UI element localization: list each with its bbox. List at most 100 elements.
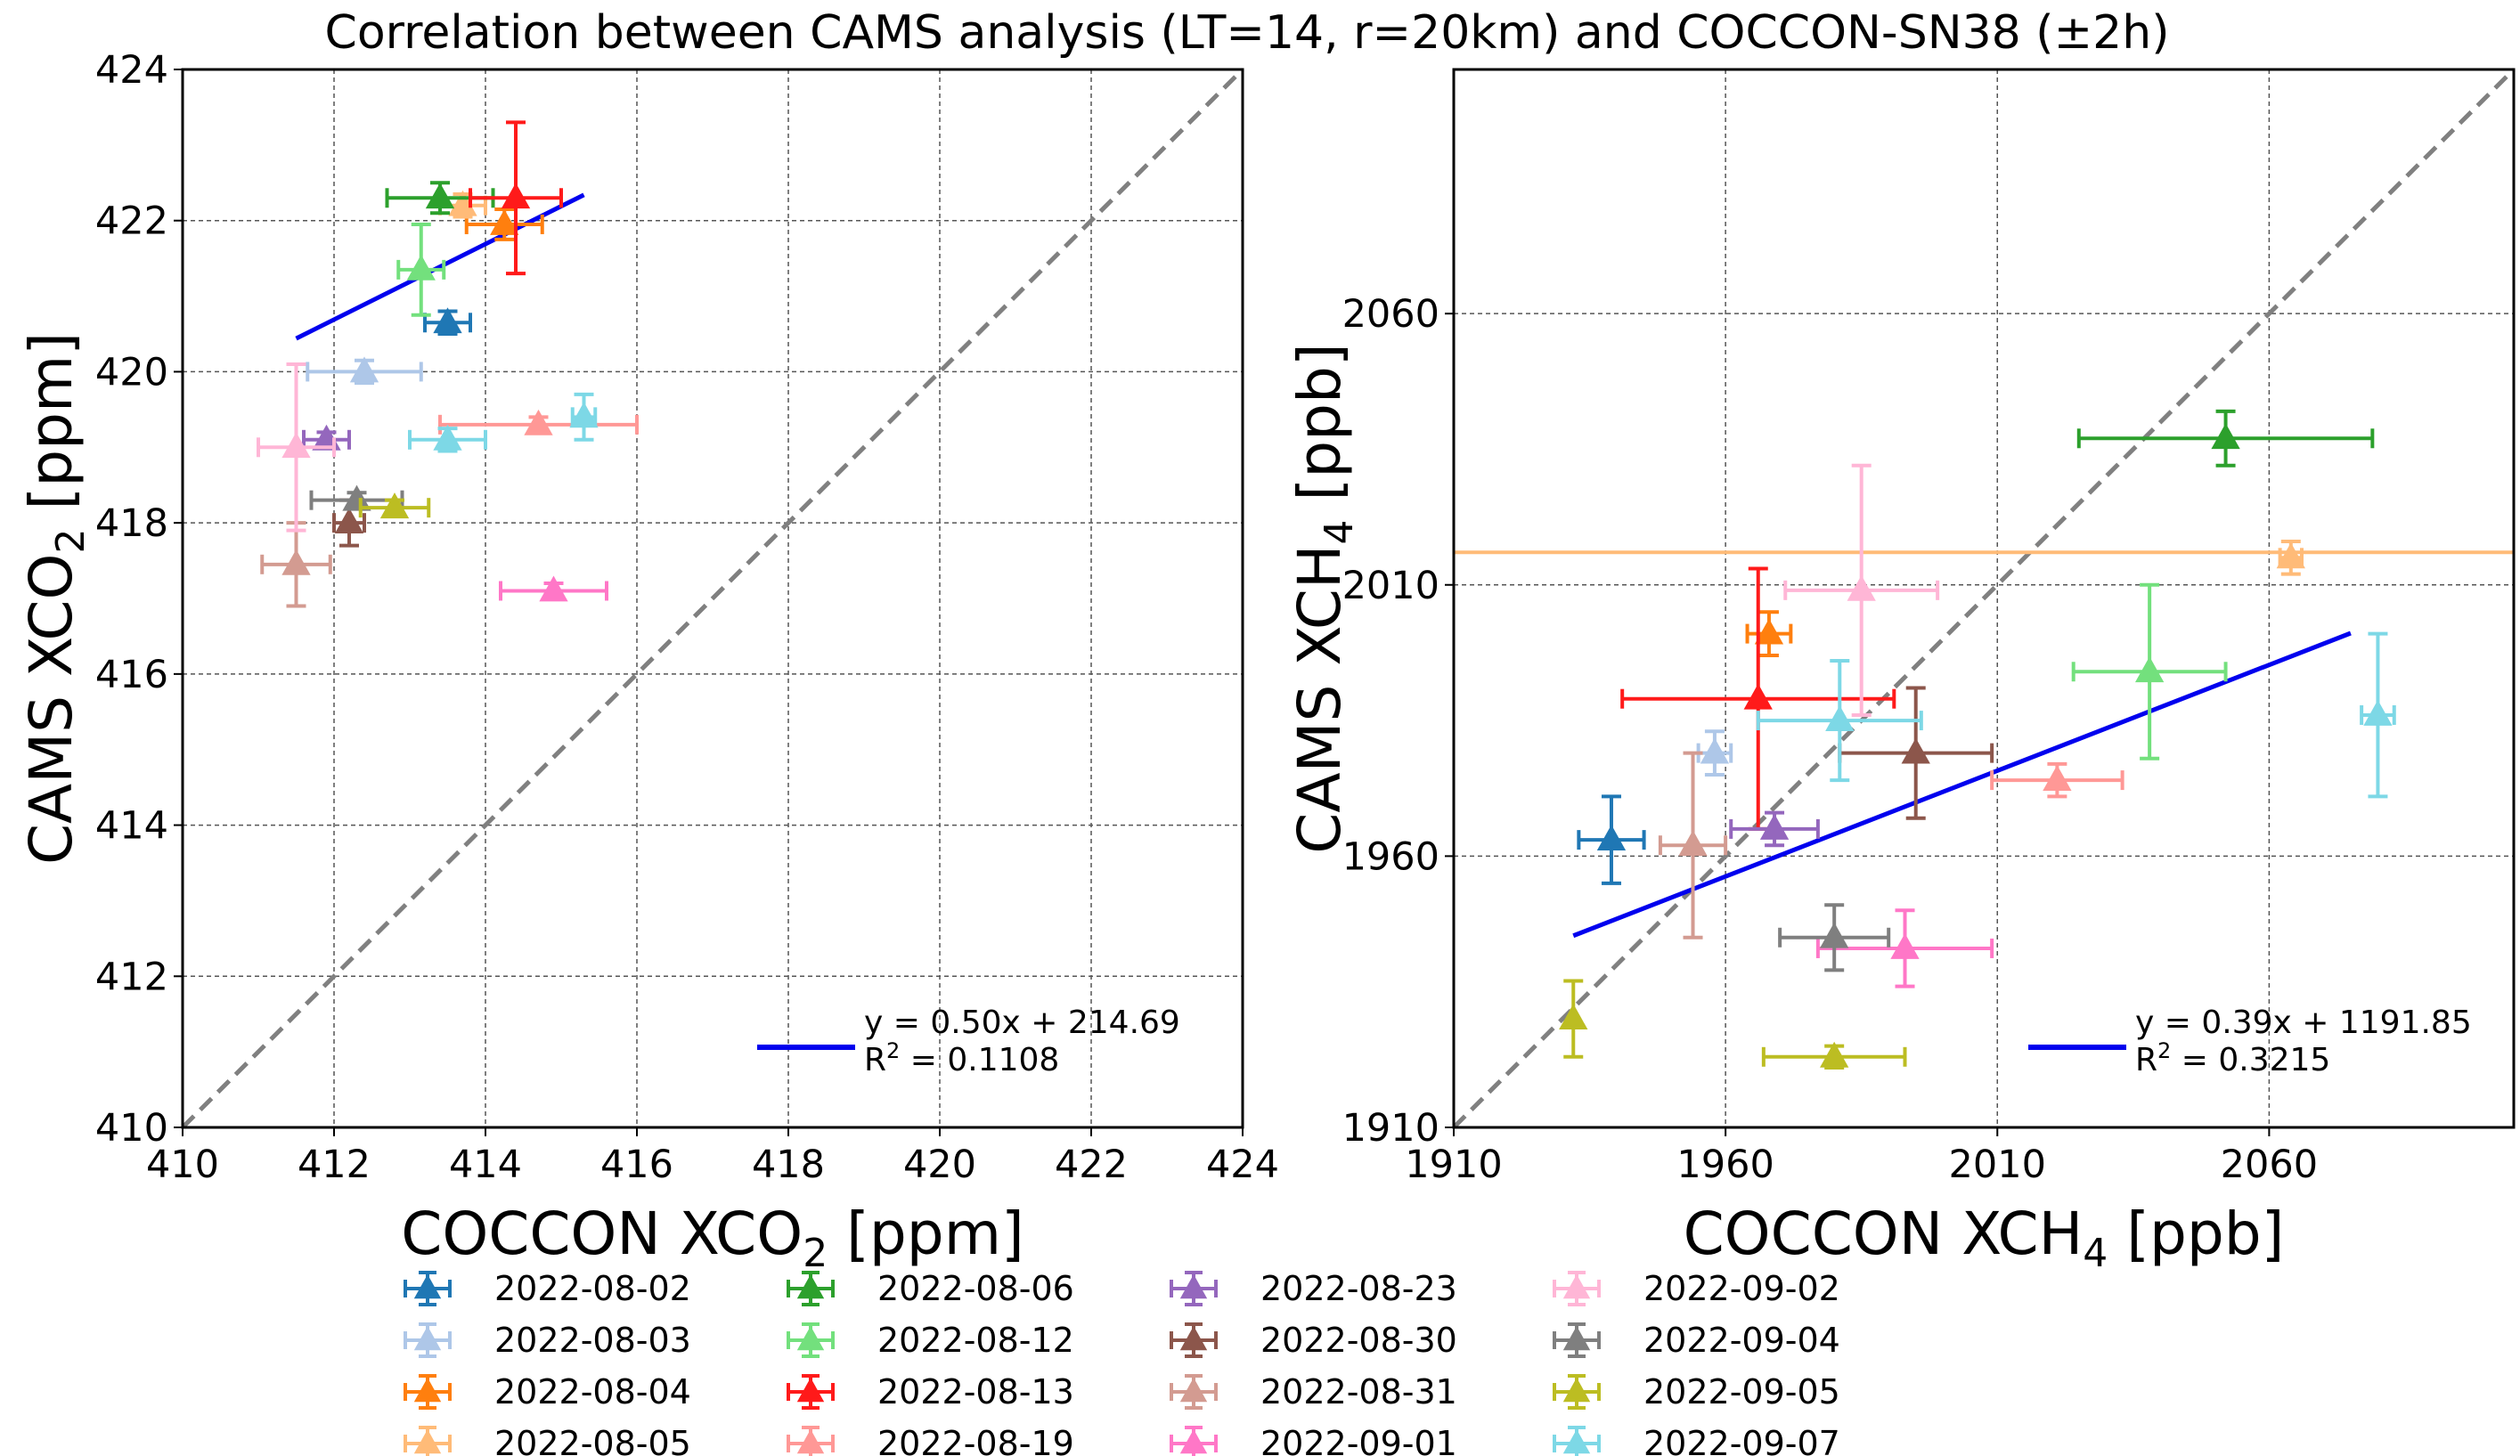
ch4-point-2022-09-01 xyxy=(1815,908,1994,988)
legend-item-2022-08-04: 2022-08-04 xyxy=(404,1372,691,1411)
ch4-xtick-label: 2060 xyxy=(2221,1143,2318,1187)
legend-marker xyxy=(796,1378,825,1403)
co2-fit-line xyxy=(295,192,585,341)
ch4-point-2022-08-31 xyxy=(1658,751,1728,939)
ch4-xtick-label: 2010 xyxy=(1949,1143,2046,1187)
legend-marker xyxy=(413,1429,442,1454)
co2-point-2022-09-05 xyxy=(358,492,431,519)
legend-label: 2022-08-19 xyxy=(877,1424,1074,1456)
ch4-identity-line xyxy=(1452,68,2516,1129)
ch4-point-2022-08-03 xyxy=(1696,729,1733,777)
legend-label: 2022-08-02 xyxy=(494,1269,691,1308)
co2-marker xyxy=(342,484,371,511)
co2-point-2022-08-03 xyxy=(306,356,423,386)
co2-ytick-label: 420 xyxy=(95,350,168,395)
legend-marker xyxy=(796,1274,825,1299)
legend-item-2022-09-04: 2022-09-04 xyxy=(1553,1321,1840,1360)
legend-item-2022-08-12: 2022-08-12 xyxy=(787,1321,1074,1360)
co2-xtick-label: 412 xyxy=(298,1143,371,1187)
ch4-fit-equation: y = 0.39x + 1191.85 xyxy=(2135,1005,2472,1041)
ch4-marker xyxy=(1743,683,1773,710)
legend-label: 2022-08-13 xyxy=(877,1372,1074,1411)
co2-point-2022-09-07 xyxy=(569,392,599,442)
legend-marker xyxy=(1562,1274,1591,1299)
legend-item-2022-08-13: 2022-08-13 xyxy=(787,1372,1074,1411)
legend-label: 2022-09-05 xyxy=(1643,1372,1840,1411)
co2-ytick-label: 414 xyxy=(95,804,168,849)
legend-marker xyxy=(1179,1326,1208,1351)
legend-marker xyxy=(413,1326,442,1351)
ch4-fit-r2: R2 = 0.3215 xyxy=(2135,1038,2330,1078)
legend-marker xyxy=(1562,1429,1591,1454)
ch4-xtick-label: 1960 xyxy=(1676,1143,1774,1187)
ch4-marker xyxy=(1700,737,1730,764)
co2-ytick-label: 418 xyxy=(95,501,168,546)
co2-xtick-label: 416 xyxy=(600,1143,673,1187)
ch4-point-2022-08-05 xyxy=(2276,540,2305,576)
co2-marker xyxy=(524,409,553,435)
ch4-marker xyxy=(1754,618,1784,645)
legend-label: 2022-08-30 xyxy=(1260,1321,1457,1360)
co2-marker xyxy=(379,492,410,519)
ch4-yaxis-label: CAMS XCH4 [ppb] xyxy=(1285,343,1362,853)
co2-marker xyxy=(448,190,477,216)
co2-fit-r2: R2 = 0.1108 xyxy=(864,1038,1059,1078)
co2-ytick-label: 422 xyxy=(95,199,168,244)
ch4-point-2022-09-07 xyxy=(1756,659,1923,783)
legend-label: 2022-09-07 xyxy=(1643,1424,1840,1456)
co2-ytick-label: 412 xyxy=(95,955,168,999)
co2-yaxis-label: CAMS XCO2 [ppm] xyxy=(17,332,94,865)
co2-marker xyxy=(501,183,531,209)
co2-point-2022-08-19 xyxy=(438,409,639,435)
ch4-marker xyxy=(1825,705,1855,731)
legend: 2022-08-02 2022-08-03 2022-08-04 2022-08-05… xyxy=(404,1269,1840,1456)
legend-marker xyxy=(1562,1326,1591,1351)
co2-ytick-label: 416 xyxy=(95,653,168,697)
co2-identity-line xyxy=(181,68,1244,1129)
ch4-point-2022-09-07 xyxy=(2360,631,2396,799)
co2-marker xyxy=(539,575,568,602)
co2-marker xyxy=(490,208,519,235)
co2-point-2022-08-31 xyxy=(260,521,332,608)
co2-point-2022-08-04 xyxy=(464,207,544,241)
ch4-point-2022-08-19 xyxy=(1990,761,2124,799)
ch4-axes-frame xyxy=(1452,68,2516,1129)
ch4-marker xyxy=(1678,830,1708,857)
legend-item-2022-09-07: 2022-09-07 xyxy=(1553,1424,1840,1456)
legend-item-2022-08-06: 2022-08-06 xyxy=(787,1269,1074,1308)
legend-marker xyxy=(413,1274,442,1299)
co2-marker xyxy=(281,549,311,575)
ch4-point-2022-09-02 xyxy=(1783,463,1940,717)
legend-label: 2022-09-02 xyxy=(1643,1269,1840,1308)
legend-marker xyxy=(1179,1274,1208,1299)
ch4-xtick-label: 1910 xyxy=(1405,1143,1502,1187)
legend-label: 2022-09-01 xyxy=(1260,1424,1457,1456)
co2-xtick-label: 420 xyxy=(903,1143,976,1187)
legend-item-2022-08-02: 2022-08-02 xyxy=(404,1269,691,1308)
ch4-marker xyxy=(2276,542,2305,569)
legend-item-2022-08-19: 2022-08-19 xyxy=(787,1424,1074,1456)
chart-title: Correlation between CAMS analysis (LT=14… xyxy=(325,6,2170,60)
co2-point-2022-09-01 xyxy=(499,575,608,602)
co2-ytick-label: 410 xyxy=(95,1106,168,1151)
ch4-ytick-label: 1960 xyxy=(1342,834,1439,879)
co2-ytick-label: 424 xyxy=(95,48,168,93)
legend-marker xyxy=(413,1378,442,1403)
legend-item-2022-09-02: 2022-09-02 xyxy=(1553,1269,1840,1308)
co2-xtick-label: 422 xyxy=(1055,1143,1128,1187)
ch4-point-2022-08-12 xyxy=(2071,582,2228,761)
co2-marker xyxy=(349,356,379,383)
ch4-point-2022-08-04 xyxy=(1745,610,1793,657)
ch4-marker xyxy=(1559,1004,1588,1030)
ch4-marker xyxy=(1759,813,1790,840)
legend-label: 2022-08-31 xyxy=(1260,1372,1457,1411)
co2-point-2022-09-02 xyxy=(257,362,336,533)
co2-xtick-label: 418 xyxy=(752,1143,825,1187)
co2-marker xyxy=(433,307,462,334)
legend-label: 2022-08-23 xyxy=(1260,1269,1457,1308)
co2-xtick-label: 414 xyxy=(449,1143,522,1187)
co2-xtick-label: 410 xyxy=(146,1143,219,1187)
legend-label: 2022-08-12 xyxy=(877,1321,1074,1360)
legend-item-2022-08-30: 2022-08-30 xyxy=(1170,1321,1457,1360)
